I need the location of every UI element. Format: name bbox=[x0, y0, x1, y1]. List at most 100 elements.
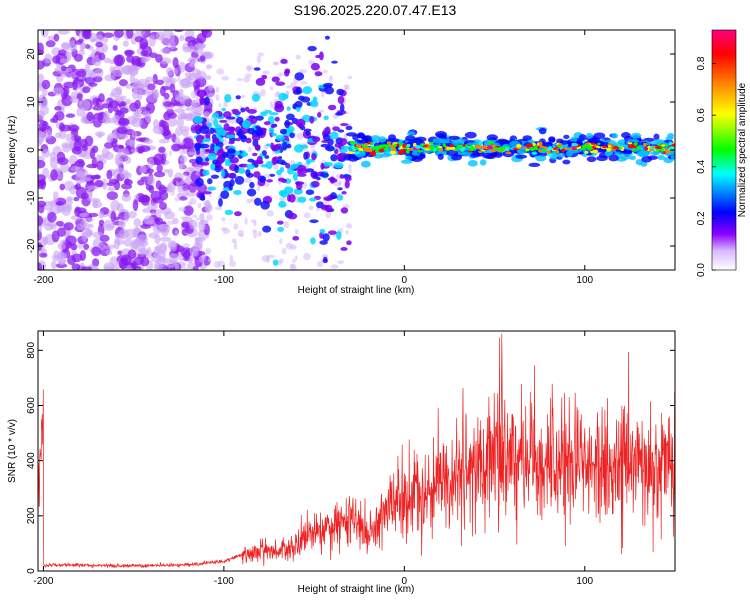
spectrogram-cell bbox=[81, 144, 88, 152]
spectrogram-cell bbox=[505, 151, 512, 155]
spectrogram-cell bbox=[328, 75, 334, 82]
spectrogram-cell bbox=[310, 62, 320, 71]
spectrogram-cell bbox=[515, 154, 528, 159]
spectrogram-cell bbox=[335, 112, 344, 116]
snr-x-label: Height of straight line (km) bbox=[298, 584, 415, 595]
spectrogram-cell bbox=[181, 221, 190, 227]
spectrogram-cell bbox=[377, 136, 387, 143]
spectrogram-cell bbox=[261, 150, 267, 156]
spectrogram-cell bbox=[45, 40, 56, 48]
spectrogram-cell bbox=[223, 100, 228, 108]
spectrogram-cell bbox=[58, 122, 65, 132]
spectrogram-cell bbox=[47, 211, 57, 223]
spectrogram-cell bbox=[233, 190, 242, 195]
spectrogram-cell bbox=[233, 223, 239, 230]
spectrogram-cell bbox=[365, 148, 371, 153]
spectrogram-cell bbox=[203, 200, 211, 207]
spectrogram-cell bbox=[584, 150, 589, 154]
spectrogram-cell bbox=[570, 136, 578, 143]
spectrogram-cell bbox=[170, 143, 182, 152]
spectrogram-cell bbox=[486, 134, 498, 141]
spectrogram-cell bbox=[294, 144, 304, 153]
spectrogram-cell bbox=[200, 193, 206, 201]
spectrogram-cell bbox=[72, 79, 78, 91]
spectrogram-cell bbox=[183, 173, 187, 178]
spectrogram-cell bbox=[182, 137, 194, 150]
spectrogram-cell bbox=[73, 196, 80, 202]
spectrogram-cell bbox=[633, 142, 638, 146]
spectrogram-y-tick-label: 10 bbox=[26, 96, 37, 108]
spectrogram-cell bbox=[236, 77, 244, 82]
spectrogram-cell bbox=[185, 192, 197, 197]
spectrogram-cell bbox=[76, 93, 83, 100]
spectrogram-cell bbox=[319, 228, 326, 234]
spectrogram-cell bbox=[438, 145, 443, 149]
spectrogram-cell bbox=[218, 102, 222, 108]
spectrogram-cell bbox=[125, 83, 132, 89]
spectrogram-cell bbox=[428, 141, 434, 145]
spectrogram-cell bbox=[92, 199, 99, 209]
spectrogram-cell bbox=[278, 197, 287, 201]
spectrogram-cell bbox=[263, 173, 272, 179]
spectrogram-cell bbox=[289, 132, 295, 139]
spectrogram-cell bbox=[196, 33, 207, 44]
spectrogram-cell bbox=[103, 219, 115, 232]
spectrogram-cell bbox=[188, 219, 198, 230]
spectrogram-cell bbox=[309, 197, 317, 202]
spectrogram-cell bbox=[372, 150, 377, 154]
spectrogram-cell bbox=[143, 56, 151, 62]
spectrogram-cell bbox=[529, 147, 535, 151]
spectrogram-cell bbox=[482, 152, 494, 159]
spectrogram-cell bbox=[52, 114, 59, 124]
spectrogram-cell bbox=[292, 258, 296, 264]
spectrogram-cell bbox=[163, 168, 170, 174]
spectrogram-cell bbox=[114, 153, 121, 166]
spectrogram-cell bbox=[38, 215, 44, 227]
spectrogram-cell bbox=[235, 116, 244, 125]
spectrogram-cell bbox=[279, 128, 288, 135]
spectrogram-cell bbox=[204, 148, 212, 153]
spectrogram-cell bbox=[146, 202, 158, 211]
spectrogram-cell bbox=[247, 127, 256, 135]
spectrogram-cell bbox=[80, 42, 87, 50]
spectrogram-cell bbox=[282, 93, 289, 100]
spectrogram-cell bbox=[112, 45, 118, 51]
spectrogram-cell bbox=[277, 259, 282, 266]
spectrogram-cell bbox=[665, 144, 669, 147]
spectrogram-cell bbox=[131, 262, 139, 269]
spectrogram-cell bbox=[230, 148, 236, 154]
spectrogram-cell bbox=[597, 142, 601, 146]
spectrogram-cell bbox=[309, 100, 318, 108]
spectrogram-cell bbox=[299, 68, 307, 74]
spectrogram-cell bbox=[241, 119, 252, 129]
spectrogram-cell bbox=[247, 109, 257, 114]
spectrogram-cell bbox=[586, 156, 597, 163]
spectrogram-cell bbox=[438, 147, 444, 152]
spectrogram-cell bbox=[388, 144, 395, 148]
spectrogram-cell bbox=[302, 86, 313, 95]
spectrogram-cell bbox=[156, 163, 163, 173]
spectrogram-cell bbox=[112, 115, 120, 123]
spectrogram-cell bbox=[655, 148, 660, 152]
spectrogram-cell bbox=[292, 235, 300, 241]
spectrogram-cell bbox=[137, 148, 144, 154]
spectrogram-cell bbox=[158, 184, 166, 195]
spectrogram-cell bbox=[259, 176, 267, 183]
spectrogram-cell bbox=[134, 35, 144, 43]
spectrogram-cell bbox=[256, 55, 262, 64]
spectrogram-cell bbox=[94, 68, 104, 78]
spectrogram-cell bbox=[327, 230, 337, 235]
spectrogram-cell bbox=[260, 88, 266, 97]
spectrogram-cell bbox=[286, 106, 291, 111]
spectrogram-cell bbox=[80, 192, 89, 200]
spectrogram-cell bbox=[339, 174, 345, 179]
spectrogram-cell bbox=[516, 148, 528, 154]
spectrogram-cell bbox=[102, 36, 109, 44]
spectrogram-cell bbox=[51, 260, 57, 270]
spectrogram-cell bbox=[56, 252, 68, 260]
spectrogram-cell bbox=[178, 207, 186, 212]
spectrogram-cell bbox=[73, 139, 82, 152]
spectrogram-cell bbox=[70, 165, 80, 172]
spectrogram-cell bbox=[160, 47, 172, 54]
